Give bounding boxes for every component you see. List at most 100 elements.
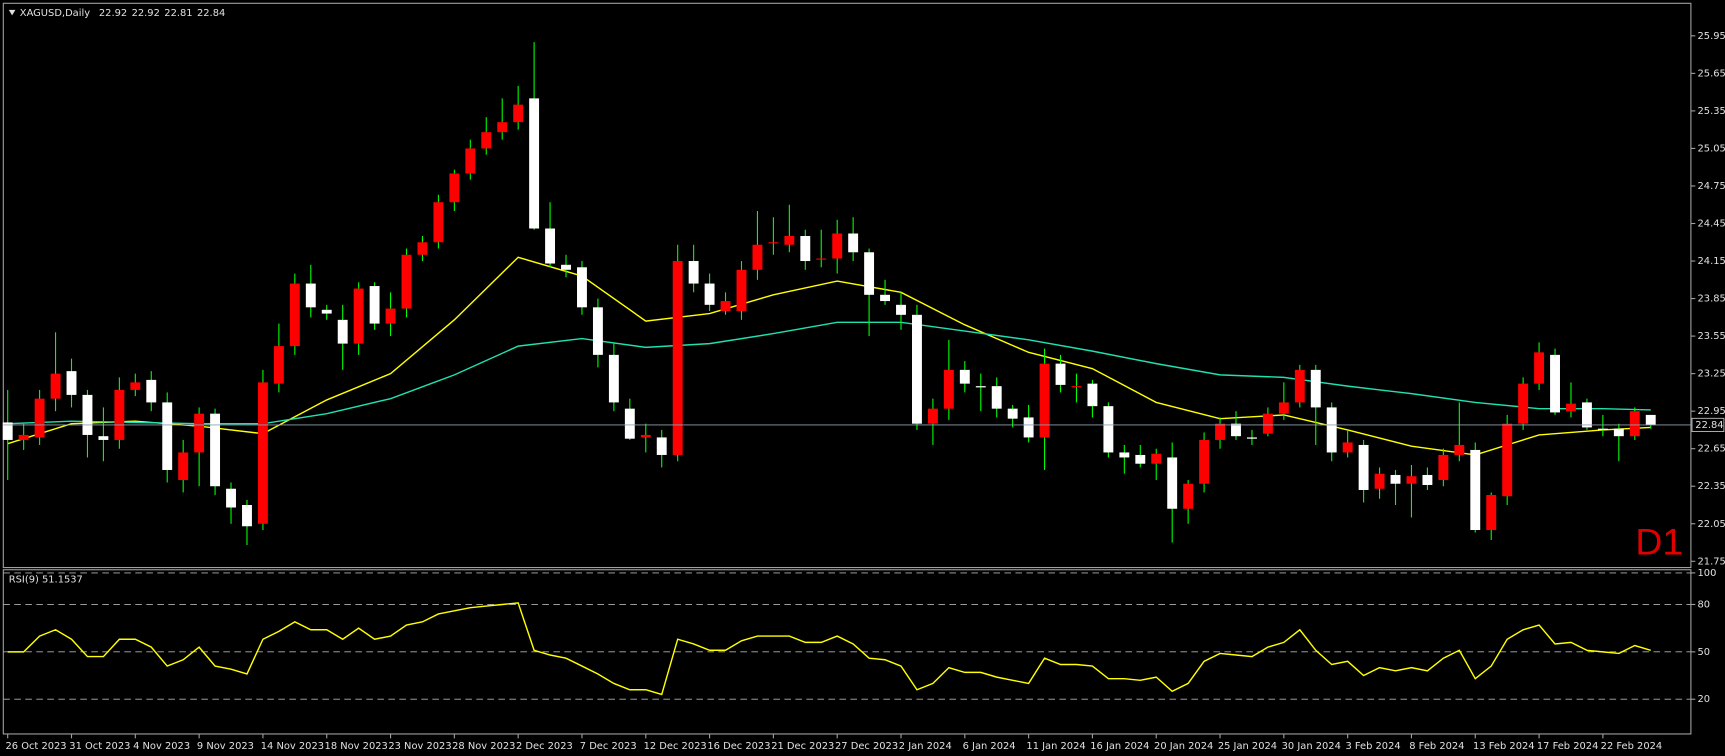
candle-body — [513, 104, 524, 123]
x-tick-label: 18 Nov 2023 — [325, 741, 388, 752]
x-tick-label: 26 Oct 2023 — [6, 741, 67, 752]
candle-body — [1374, 473, 1385, 489]
candle-body — [1581, 402, 1592, 428]
candle-body — [624, 408, 635, 439]
x-tick-label: 30 Jan 2024 — [1282, 741, 1341, 752]
x-tick-label: 21 Dec 2023 — [771, 741, 834, 752]
candle-body — [1167, 457, 1178, 509]
symbol-title: XAGUSD,Daily — [20, 8, 90, 19]
candle-body — [1550, 354, 1560, 413]
candle-body — [608, 354, 619, 403]
candle-body — [1390, 474, 1401, 484]
x-tick-label: 22 Feb 2024 — [1601, 741, 1663, 752]
y-tick-label: 25.35 — [1697, 106, 1725, 117]
candle-body — [353, 288, 364, 344]
candle-body — [768, 242, 779, 244]
candle-body — [130, 382, 141, 390]
candle-body — [82, 394, 93, 435]
x-tick-label: 9 Nov 2023 — [197, 741, 254, 752]
candle-body — [1039, 363, 1050, 438]
x-tick-label: 2 Dec 2023 — [516, 741, 573, 752]
candle-body — [864, 252, 875, 295]
candle-body — [1087, 383, 1098, 407]
x-tick-label: 6 Jan 2024 — [963, 741, 1016, 752]
candle-body — [688, 261, 699, 284]
candle-body — [465, 148, 476, 174]
candle-body — [66, 371, 77, 395]
candle-body — [1613, 428, 1624, 437]
candle-body — [545, 228, 556, 264]
candle-body — [178, 452, 189, 480]
candle-body — [1470, 449, 1481, 531]
x-tick-label: 20 Jan 2024 — [1154, 741, 1213, 752]
candle-body — [194, 413, 205, 453]
candle-body — [242, 504, 252, 527]
candle-body — [369, 286, 380, 324]
candle-body — [1278, 402, 1289, 414]
candle-body — [18, 434, 29, 440]
y-tick-label: 25.95 — [1697, 31, 1725, 42]
candle-body — [1454, 444, 1465, 455]
candle-body — [1342, 442, 1353, 453]
candle-body — [417, 242, 428, 255]
y-tick-label: 24.75 — [1697, 181, 1725, 192]
candle-body — [50, 373, 61, 399]
candle-body — [561, 264, 571, 270]
x-tick-label: 8 Feb 2024 — [1409, 741, 1464, 752]
candle-body — [1119, 452, 1130, 458]
candle-body — [720, 301, 731, 312]
candle-body — [1246, 437, 1257, 439]
candle-body — [226, 488, 236, 508]
y-tick-label: 23.25 — [1697, 369, 1725, 380]
candle-body — [337, 319, 348, 344]
candle-body — [162, 402, 173, 470]
x-tick-label: 12 Dec 2023 — [644, 741, 707, 752]
candle-body — [1262, 413, 1273, 434]
candle-body — [1023, 417, 1034, 438]
candle-body — [1534, 352, 1545, 384]
candle-body — [1007, 408, 1018, 419]
candle-body — [1518, 383, 1529, 424]
candle-body — [927, 408, 938, 424]
candle-body — [577, 267, 587, 308]
candle-body — [305, 283, 316, 308]
candle-body — [1055, 363, 1066, 385]
candle-body — [959, 369, 970, 384]
candle-body — [289, 283, 300, 347]
candle-body — [1502, 423, 1513, 497]
x-tick-label: 28 Nov 2023 — [452, 741, 515, 752]
candle-body — [656, 437, 667, 455]
candle-body — [1406, 476, 1417, 484]
candle-body — [704, 283, 715, 305]
rsi-title: RSI(9) 51.1537 — [9, 575, 83, 586]
x-tick-label: 4 Nov 2023 — [133, 741, 190, 752]
candle-body — [1438, 454, 1449, 480]
x-tick-label: 2 Jan 2024 — [899, 741, 952, 752]
candle-body — [1294, 369, 1305, 403]
y-tick-label: 22.05 — [1697, 519, 1725, 530]
y-tick-label: 22.35 — [1697, 481, 1725, 492]
y-tick-label: 22.95 — [1697, 406, 1725, 417]
candle-body — [912, 314, 922, 424]
last-price-box — [1691, 417, 1725, 432]
candle-body — [1358, 444, 1369, 490]
candle-body — [34, 398, 45, 438]
candle-body — [449, 173, 460, 203]
moving-average-line — [7, 321, 1651, 425]
candle-body — [1071, 386, 1082, 388]
candle-body — [1135, 454, 1146, 464]
candle-body — [1215, 423, 1225, 440]
candle-body — [257, 382, 268, 524]
x-tick-label: 23 Nov 2023 — [388, 741, 451, 752]
candle-body — [1645, 414, 1656, 425]
candle-body — [1183, 483, 1194, 509]
candle-body — [943, 369, 954, 409]
candle-body — [385, 308, 396, 324]
candle-body — [896, 304, 906, 315]
y-tick-label: 24.45 — [1697, 218, 1725, 229]
y-tick-label: 23.85 — [1697, 294, 1725, 305]
candle-body — [672, 261, 683, 455]
